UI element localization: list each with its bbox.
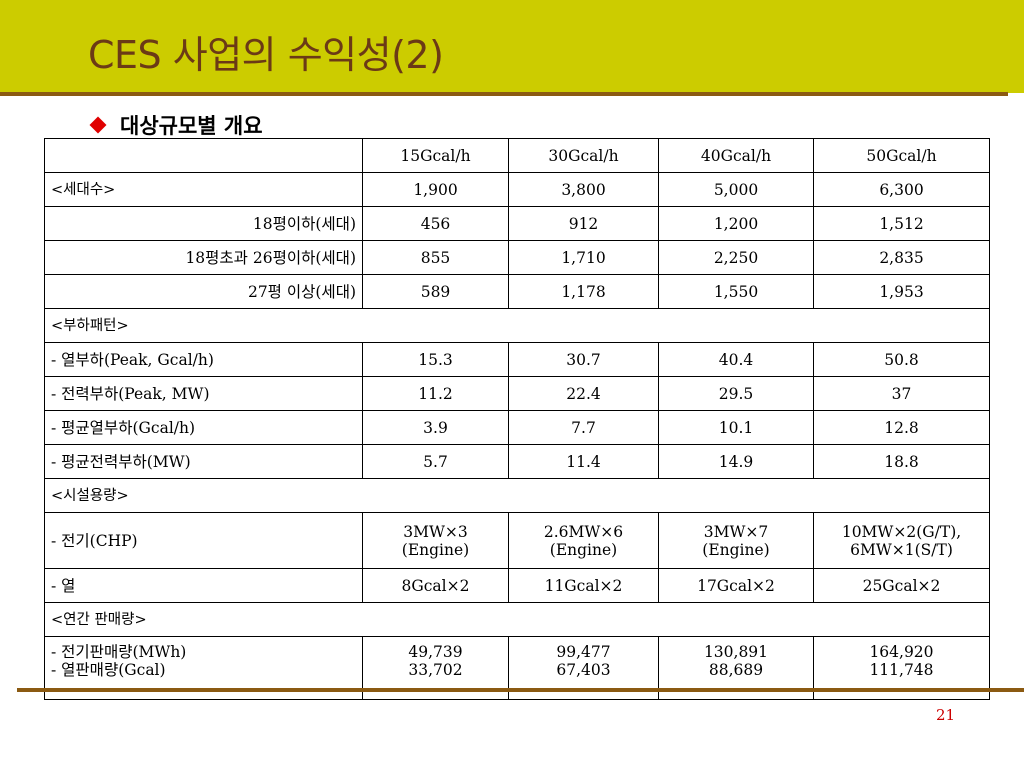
row-label: - 평균전력부하(MW) bbox=[44, 444, 363, 479]
column-header: 30Gcal/h bbox=[508, 138, 659, 173]
table-cell: 6,300 bbox=[813, 172, 990, 207]
table-cell: 10MW×2(G/T), 6MW×1(S/T) bbox=[813, 512, 990, 569]
section-label: <시설용량> bbox=[44, 478, 990, 513]
cell-line: 164,920 bbox=[869, 643, 934, 661]
diamond-bullet-icon bbox=[89, 116, 107, 134]
cell-line: 3MW×3 bbox=[403, 522, 468, 541]
table-cell: 37 bbox=[813, 376, 990, 411]
table-cell: 1,200 bbox=[658, 206, 814, 241]
cell-line: 10MW×2(G/T), bbox=[841, 522, 962, 541]
table-cell: 12.8 bbox=[813, 410, 990, 445]
table-cell: 8Gcal×2 bbox=[362, 568, 509, 603]
section-row: <부하패턴> bbox=[44, 308, 990, 343]
table-cell: 10.1 bbox=[658, 410, 814, 445]
table-cell: 1,710 bbox=[508, 240, 659, 275]
cell-line: 3MW×7 bbox=[703, 522, 769, 541]
cell-line: 6MW×1(S/T) bbox=[850, 540, 953, 559]
table-cell: 11.4 bbox=[508, 444, 659, 479]
table-corner-cell bbox=[44, 138, 363, 173]
table-cell: 3.9 bbox=[362, 410, 509, 445]
table-row: - 전력부하(Peak, MW) 11.2 22.4 29.5 37 bbox=[44, 376, 990, 411]
table-cell: 40.4 bbox=[658, 342, 814, 377]
row-label: <세대수> bbox=[44, 172, 363, 207]
row-label: 27평 이상(세대) bbox=[44, 274, 363, 309]
table-cell: 1,550 bbox=[658, 274, 814, 309]
table-cell: 456 bbox=[362, 206, 509, 241]
section-label: <부하패턴> bbox=[44, 308, 990, 343]
table-cell: 855 bbox=[362, 240, 509, 275]
cell-line: (Engine) bbox=[401, 540, 470, 559]
table-cell: 2,250 bbox=[658, 240, 814, 275]
cell-line: 67,403 bbox=[556, 661, 611, 679]
title-band: CES 사업의 수익성(2) bbox=[0, 0, 1024, 93]
table-cell: 25Gcal×2 bbox=[813, 568, 990, 603]
table-cell: 2.6MW×6 (Engine) bbox=[508, 512, 659, 569]
row-label-line: - 열판매량(Gcal) bbox=[51, 661, 166, 679]
table-row: - 전기(CHP) 3MW×3 (Engine) 2.6MW×6 (Engine… bbox=[44, 512, 990, 569]
cell-line: 130,891 bbox=[703, 643, 769, 661]
table-cell: 30.7 bbox=[508, 342, 659, 377]
bottom-rule bbox=[17, 688, 1024, 692]
table-cell: 5,000 bbox=[658, 172, 814, 207]
cell-line: (Engine) bbox=[549, 540, 618, 559]
page-number: 21 bbox=[936, 706, 956, 724]
row-label: - 전기(CHP) bbox=[44, 512, 363, 569]
table-cell: 18.8 bbox=[813, 444, 990, 479]
page-title: CES 사업의 수익성(2) bbox=[88, 33, 444, 77]
table-cell: 14.9 bbox=[658, 444, 814, 479]
cell-line: 2.6MW×6 bbox=[543, 522, 624, 541]
table-cell: 7.7 bbox=[508, 410, 659, 445]
section-row: <시설용량> bbox=[44, 478, 990, 513]
cell-line: 49,739 bbox=[408, 643, 463, 661]
table-cell: 17Gcal×2 bbox=[658, 568, 814, 603]
table-cell: 2,835 bbox=[813, 240, 990, 275]
section-row: <연간 판매량> bbox=[44, 602, 990, 637]
summary-table: 15Gcal/h 30Gcal/h 40Gcal/h 50Gcal/h <세대수… bbox=[44, 138, 990, 700]
column-header: 50Gcal/h bbox=[813, 138, 990, 173]
table-row: - 열 8Gcal×2 11Gcal×2 17Gcal×2 25Gcal×2 bbox=[44, 568, 990, 603]
table-row: 27평 이상(세대) 589 1,178 1,550 1,953 bbox=[44, 274, 990, 309]
table-cell: 11.2 bbox=[362, 376, 509, 411]
table-cell: 3,800 bbox=[508, 172, 659, 207]
table-cell: 15.3 bbox=[362, 342, 509, 377]
table-row: 18평초과 26평이하(세대) 855 1,710 2,250 2,835 bbox=[44, 240, 990, 275]
table-cell: 3MW×3 (Engine) bbox=[362, 512, 509, 569]
table-cell: 29.5 bbox=[658, 376, 814, 411]
table-row: - 열부하(Peak, Gcal/h) 15.3 30.7 40.4 50.8 bbox=[44, 342, 990, 377]
top-rule bbox=[0, 92, 1008, 96]
table-row: - 평균열부하(Gcal/h) 3.9 7.7 10.1 12.8 bbox=[44, 410, 990, 445]
cell-line: (Engine) bbox=[702, 540, 770, 559]
table-cell: 22.4 bbox=[508, 376, 659, 411]
row-label: 18평이하(세대) bbox=[44, 206, 363, 241]
row-label: - 열부하(Peak, Gcal/h) bbox=[44, 342, 363, 377]
table-cell: 1,953 bbox=[813, 274, 990, 309]
cell-line: 111,748 bbox=[869, 661, 934, 679]
table-cell: 912 bbox=[508, 206, 659, 241]
row-label: - 평균열부하(Gcal/h) bbox=[44, 410, 363, 445]
table-cell: 1,900 bbox=[362, 172, 509, 207]
cell-line: 88,689 bbox=[708, 661, 764, 679]
column-header: 40Gcal/h bbox=[658, 138, 814, 173]
table-cell: 50.8 bbox=[813, 342, 990, 377]
table-cell: 1,512 bbox=[813, 206, 990, 241]
subtitle: 대상규모별 개요 bbox=[88, 110, 263, 140]
table-cell: 1,178 bbox=[508, 274, 659, 309]
column-header: 15Gcal/h bbox=[362, 138, 509, 173]
table-cell: 589 bbox=[362, 274, 509, 309]
section-label: <연간 판매량> bbox=[44, 602, 990, 637]
table-row: <세대수> 1,900 3,800 5,000 6,300 bbox=[44, 172, 990, 207]
table-row: 18평이하(세대) 456 912 1,200 1,512 bbox=[44, 206, 990, 241]
subtitle-text: 대상규모별 개요 bbox=[120, 114, 263, 138]
table-header-row: 15Gcal/h 30Gcal/h 40Gcal/h 50Gcal/h bbox=[44, 138, 990, 173]
row-label: - 전력부하(Peak, MW) bbox=[44, 376, 363, 411]
table-cell: 11Gcal×2 bbox=[508, 568, 659, 603]
table-cell: 5.7 bbox=[362, 444, 509, 479]
row-label: - 열 bbox=[44, 568, 363, 603]
table-cell: 3MW×7 (Engine) bbox=[658, 512, 814, 569]
cell-line: 99,477 bbox=[556, 643, 611, 661]
cell-line: 33,702 bbox=[408, 661, 463, 679]
row-label: 18평초과 26평이하(세대) bbox=[44, 240, 363, 275]
table-row: - 평균전력부하(MW) 5.7 11.4 14.9 18.8 bbox=[44, 444, 990, 479]
row-label-line: - 전기판매량(MWh) bbox=[51, 643, 187, 661]
